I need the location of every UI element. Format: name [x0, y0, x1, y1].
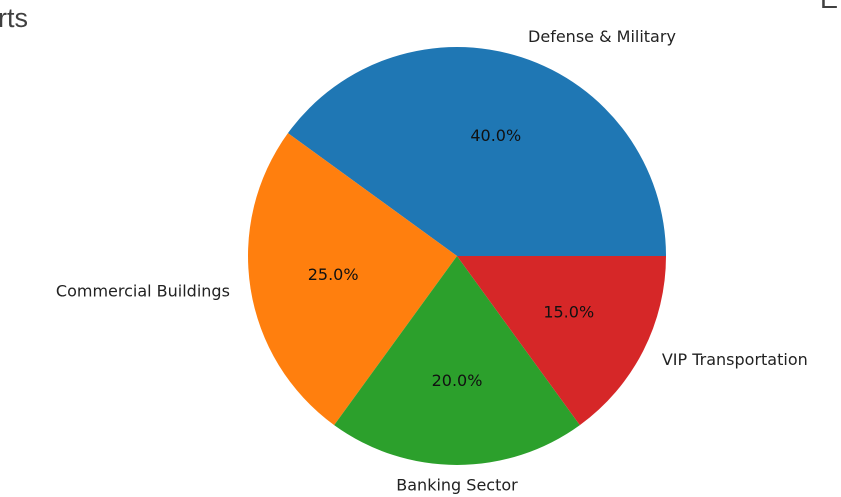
pie-slice-vip-transportation — [457, 256, 666, 426]
slice-label-vip-transportation: VIP Transportation — [662, 350, 808, 369]
pie-slice-defense-military — [287, 46, 666, 256]
slide-heading-fragment: E — [820, 0, 838, 13]
pct-label-commercial-buildings: 25.0% — [308, 265, 359, 284]
pct-label-vip-transportation: 15.0% — [543, 302, 594, 321]
slice-label-defense-military: Defense & Military — [528, 27, 676, 46]
pie-slice-commercial-buildings — [248, 133, 457, 426]
pct-label-defense-military: 40.0% — [470, 126, 521, 145]
slide-title-fragment: rts — [0, 3, 28, 33]
slice-label-commercial-buildings: Commercial Buildings — [56, 281, 230, 300]
pct-label-banking-sector: 20.0% — [432, 371, 483, 390]
slice-label-banking-sector: Banking Sector — [396, 475, 518, 494]
pie-slice-banking-sector — [334, 256, 580, 466]
